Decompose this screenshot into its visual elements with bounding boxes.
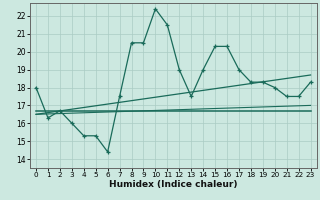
X-axis label: Humidex (Indice chaleur): Humidex (Indice chaleur) (109, 180, 237, 189)
